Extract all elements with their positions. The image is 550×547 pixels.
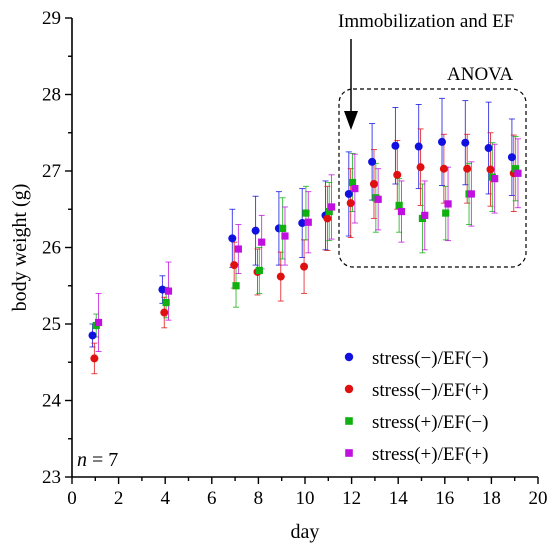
data-point [323,214,332,223]
data-point [344,189,353,198]
data-point [421,211,429,219]
x-tick-label: 10 [296,488,315,509]
data-point [442,209,450,217]
immobilization-label: Immobilization and EF [338,11,514,32]
data-point [463,164,472,173]
data-point [279,224,287,232]
data-point [325,207,333,216]
data-point [397,207,406,216]
data-point [160,308,169,317]
legend-entry: stress(+)/EF(+) [345,444,488,465]
annotations: Immobilization and EF ANOVA n = 7 [77,11,527,471]
data-point [484,144,493,153]
data-point [162,298,170,307]
legend-marker [344,352,354,362]
data-point [374,195,382,203]
x-tick-label: 20 [529,488,548,509]
data-point [90,354,99,363]
data-point [439,164,448,173]
immobilization-arrow-head [344,111,358,130]
x-tick-label: 0 [67,488,77,509]
legend-entry: stress(−)/EF(−) [344,348,488,369]
y-axis-title: body weight (g) [9,184,31,312]
data-point [327,203,336,211]
legend-label: stress(+)/EF(+) [372,444,488,465]
data-point [514,169,522,177]
data-point [276,272,285,281]
data-point [94,318,103,327]
data-point [164,287,173,295]
x-tick-label: 4 [160,488,170,509]
legend-marker [345,449,353,457]
data-point [230,261,239,270]
series-markers [88,137,516,340]
data-point [486,165,495,174]
data-point [302,209,310,217]
data-point [414,142,423,151]
data-point [369,180,378,189]
n-value: = 7 [87,449,118,471]
x-tick-label: 6 [207,488,217,509]
x-tick-label: 12 [342,488,361,509]
n-label: n = 7 [77,449,118,471]
x-tick-label: 2 [114,488,124,509]
data-point [491,175,499,183]
data-point [391,141,400,150]
data-point [298,219,307,228]
x-tick-label: 16 [435,488,454,509]
legend-entry: stress(+)/EF(−) [345,412,488,433]
x-tick-label: 8 [254,488,264,509]
data-point [234,245,242,253]
data-point [251,226,260,235]
data-point [351,184,359,193]
data-point [258,238,266,246]
data-point [228,234,237,243]
series-markers [94,169,522,327]
x-tick-label: 14 [389,488,409,509]
data-point [281,232,289,240]
data-point [304,218,312,226]
legend-label: stress(−)/EF(−) [372,348,488,369]
data-point [444,200,452,208]
data-point [348,178,357,187]
data-point [300,262,309,271]
y-tick-label: 28 [42,85,61,106]
data-point [461,138,470,147]
x-axis-title: day [291,521,320,543]
y-tick-label: 29 [42,8,61,29]
data-point [232,282,240,290]
n-symbol: n [77,449,87,471]
data-point [507,153,516,162]
legend-entry: stress(−)/EF(+) [344,380,488,401]
legend-label: stress(−)/EF(+) [372,380,488,401]
x-tick-label: 18 [482,488,501,509]
data-point [467,190,475,198]
data-point [88,331,97,340]
anova-label: ANOVA [447,64,513,85]
data-markers [88,137,522,363]
data-point [438,137,447,146]
legend-marker [344,384,354,394]
y-tick-label: 26 [42,238,61,259]
y-tick-label: 25 [42,314,61,335]
y-tick-label: 24 [42,391,62,412]
legend-marker [345,417,353,425]
data-point [255,266,263,275]
anova-box [338,88,527,268]
data-point [158,285,167,294]
y-tick-label: 27 [42,161,61,182]
legend-label: stress(+)/EF(−) [372,412,488,433]
data-point [395,201,403,210]
data-point [416,163,425,172]
data-point [346,199,355,208]
y-tick-label: 23 [42,467,61,488]
legend: stress(−)/EF(−) stress(−)/EF(+) stress(+)/… [344,348,488,465]
data-point [393,170,402,179]
data-point [512,165,520,173]
data-point [368,157,377,166]
